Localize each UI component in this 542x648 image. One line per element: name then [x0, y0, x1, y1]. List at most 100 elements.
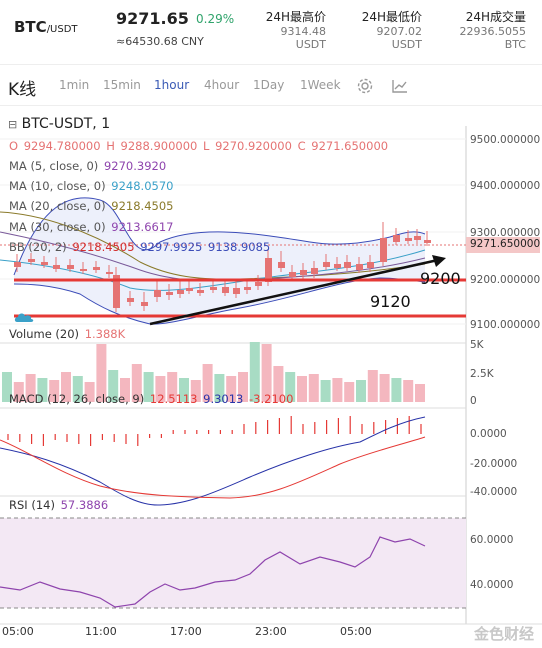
- candle-body: [197, 290, 204, 293]
- volume-bar: [226, 376, 237, 402]
- volume-bar: [96, 344, 107, 402]
- candle-body: [424, 240, 431, 243]
- macd-line: [0, 416, 426, 506]
- collapse-icon[interactable]: ⊟: [8, 118, 18, 131]
- volume-bar: [49, 380, 60, 402]
- time-axis-label-4: 23:00: [255, 625, 287, 638]
- volume-bar: [285, 372, 296, 402]
- price-axis-label-2: 9400.000000: [470, 180, 541, 192]
- candle-body: [222, 287, 229, 293]
- macd-histogram: [7, 416, 422, 446]
- price-axis-label-1: 9500.000000: [470, 134, 541, 146]
- candle-body: [367, 262, 374, 268]
- candle-body: [53, 265, 60, 269]
- chart-canvas[interactable]: [0, 112, 542, 648]
- macd-legend: MACD (12, 26, close, 9) 12.5113 9.3013 -…: [9, 392, 294, 406]
- volume-bar: [415, 384, 425, 402]
- ma-30-line: [0, 211, 426, 280]
- watermark: 金色财经: [473, 625, 534, 643]
- chart-title-text: BTC-USDT, 1: [21, 116, 111, 132]
- volume-bar: [72, 376, 83, 402]
- candle-body: [334, 264, 341, 268]
- volume-bar: [108, 370, 119, 402]
- trend-arrow-head: [432, 255, 446, 267]
- annotation-9120: 9120: [370, 292, 411, 311]
- candle-body: [141, 302, 148, 306]
- rsi-axis-label-2: 40.0000: [470, 579, 514, 591]
- tab-15min[interactable]: 15min: [103, 78, 141, 92]
- stat-24h-high-value: 9314.48 USDT: [280, 25, 327, 51]
- volume-bar: [202, 364, 213, 402]
- ma20-legend: MA (20, close, 0) 9218.4505: [9, 199, 174, 213]
- candle-body: [28, 259, 35, 262]
- candle-body: [93, 267, 100, 270]
- time-axis-label-1: 05:00: [2, 625, 34, 638]
- candle-body: [356, 264, 363, 270]
- volume-bar: [356, 380, 366, 402]
- volume-bar: [379, 374, 390, 402]
- candle-body: [265, 258, 272, 282]
- pair-base: BTC: [14, 18, 47, 36]
- volume-bar: [308, 374, 319, 402]
- volume-bar: [84, 382, 95, 402]
- volume-bar: [332, 378, 343, 402]
- volume-bar: [25, 374, 36, 402]
- time-axis-label-5: 05:00: [340, 625, 372, 638]
- volume-bar: [344, 382, 355, 402]
- market-header: BTC/USDT 9271.65 0.29% ≈64530.68 CNY 24H…: [0, 0, 542, 64]
- volume-legend: Volume (20) 1.388K: [9, 327, 126, 341]
- candle-body: [323, 262, 330, 267]
- candle-body: [41, 262, 48, 265]
- volume-bar: [320, 380, 331, 402]
- volume-bar: [367, 370, 378, 402]
- volume-bar: [403, 380, 414, 402]
- indicator-icon[interactable]: [391, 77, 409, 95]
- rsi-legend: RSI (14) 57.3886: [9, 498, 109, 512]
- candle-body: [233, 288, 240, 294]
- candle-body: [177, 290, 184, 294]
- volume-axis-label-2: 2.5K: [470, 368, 494, 380]
- price-axis-label-4: 9200.000000: [470, 274, 541, 286]
- tab-1hour[interactable]: 1hour: [154, 78, 190, 92]
- volume-bar: [155, 376, 166, 402]
- volume-bar: [261, 344, 272, 402]
- volume-bar: [273, 366, 284, 402]
- candle-body: [80, 269, 87, 271]
- settings-icon[interactable]: [356, 77, 374, 95]
- cloud-icon: [14, 313, 34, 322]
- tab-1week[interactable]: 1Week: [300, 78, 341, 92]
- bollinger-band-fill: [14, 197, 425, 325]
- stat-24h-low-value: 9207.02 USDT: [376, 25, 423, 51]
- time-axis-label-2: 11:00: [85, 625, 117, 638]
- rsi-axis-label-1: 60.0000: [470, 534, 514, 546]
- candle-body: [67, 265, 74, 269]
- tab-1min[interactable]: 1min: [59, 78, 90, 92]
- tab-4hour[interactable]: 4hour: [204, 78, 240, 92]
- volume-bar: [238, 372, 248, 402]
- volume-bar: [131, 364, 142, 402]
- trading-pair[interactable]: BTC/USDT: [14, 17, 78, 36]
- stat-24h-volume: 24H成交量 22936.5055 BTC: [436, 9, 526, 51]
- trend-arrow: [149, 258, 439, 326]
- volume-series: [2, 342, 425, 402]
- candle-body: [393, 235, 400, 242]
- candle-body: [186, 288, 193, 291]
- price-axis-label-5: 9100.000000: [470, 319, 541, 331]
- volume-bar: [249, 342, 260, 402]
- volume-bar: [61, 372, 71, 402]
- tab-1day[interactable]: 1Day: [253, 78, 285, 92]
- candle-body: [344, 262, 351, 268]
- candle-body: [127, 298, 134, 302]
- candle-body: [380, 238, 387, 262]
- kline-chart[interactable]: ⊟ BTC-USDT, 1 O 9294.780000 H 9288.90000…: [0, 112, 542, 648]
- candle-body: [210, 287, 217, 290]
- volume-bar: [391, 378, 402, 402]
- macd-axis-label-1: 0.0000: [470, 428, 507, 440]
- stat-24h-volume-label: 24H成交量: [465, 10, 526, 24]
- time-axis-label-3: 17:00: [170, 625, 202, 638]
- stat-24h-high: 24H最高价 9314.48 USDT: [256, 9, 326, 51]
- cny-price: ≈64530.68 CNY: [116, 35, 204, 48]
- price-axis-label-3: 9300.000000: [470, 227, 541, 239]
- candle-body: [278, 262, 285, 268]
- ma30-legend: MA (30, close, 0) 9213.6617: [9, 220, 174, 234]
